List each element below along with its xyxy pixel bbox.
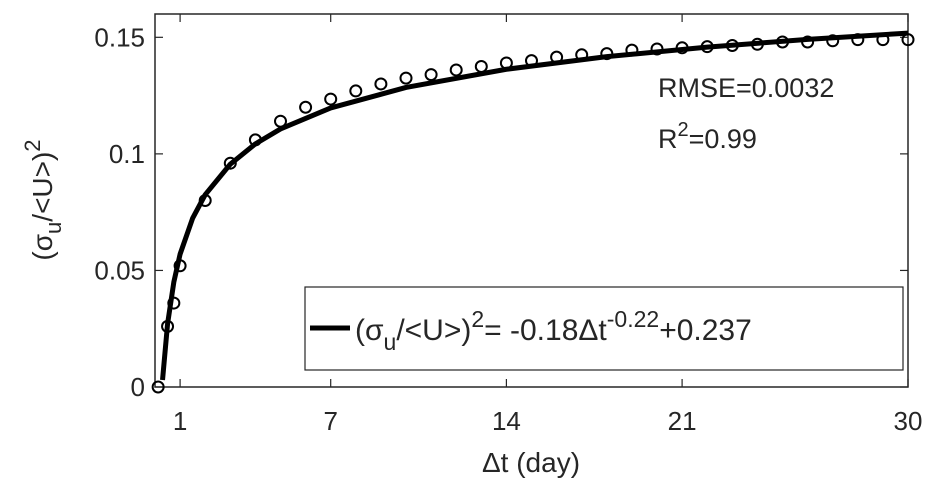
x-tick-label: 14 (492, 406, 521, 436)
y-label-part: (σ (27, 234, 58, 261)
y-tick-label: 0 (131, 372, 145, 402)
x-tick-label: 21 (668, 406, 697, 436)
legend-sub: u (384, 329, 397, 355)
annotation: RMSE=0.0032 (658, 73, 834, 103)
y-label-sub: u (41, 222, 66, 234)
y-axis-label: (σu/<U>)2 (20, 139, 66, 260)
y-tick-label: 0.05 (94, 255, 145, 285)
legend-sup: -0.22 (607, 306, 659, 332)
x-tick-label: 1 (173, 406, 187, 436)
legend-box (304, 286, 904, 371)
data-point (374, 77, 388, 91)
legend: (σu/<U>)2= -0.18Δt-0.22+0.237 (304, 286, 904, 371)
data-point (399, 71, 413, 85)
legend-part: /<U>) (396, 314, 471, 347)
data-point (324, 92, 338, 106)
y-label-sup: 2 (20, 139, 45, 151)
data-point (826, 34, 840, 48)
annotation-text: RMSE=0.0032 (658, 73, 834, 103)
data-point (299, 100, 313, 114)
annotation: R2=0.99 (658, 119, 757, 154)
legend-part: +0.237 (659, 314, 752, 347)
data-point (151, 380, 165, 394)
x-tick-label: 30 (894, 406, 923, 436)
legend-part: (σ (355, 314, 384, 347)
x-tick-label: 7 (323, 406, 337, 436)
y-label-part: /<U>) (27, 152, 58, 222)
y-tick-label: 0.1 (109, 139, 145, 169)
data-point (223, 156, 237, 170)
fit-line (160, 30, 909, 381)
annotation-text: =0.99 (689, 124, 757, 154)
y-tick-label: 0.15 (94, 22, 145, 52)
annotation-sup: 2 (678, 119, 689, 141)
data-point (449, 63, 463, 77)
legend-sup: 2 (471, 306, 484, 332)
legend-label: (σu/<U>)2= -0.18Δt-0.22+0.237 (355, 306, 752, 355)
annotation-text: R (658, 124, 678, 154)
legend-part: = -0.18Δt (484, 314, 607, 347)
data-point (349, 84, 363, 98)
x-axis-label: Δt (day) (482, 447, 580, 478)
data-point (424, 68, 438, 82)
